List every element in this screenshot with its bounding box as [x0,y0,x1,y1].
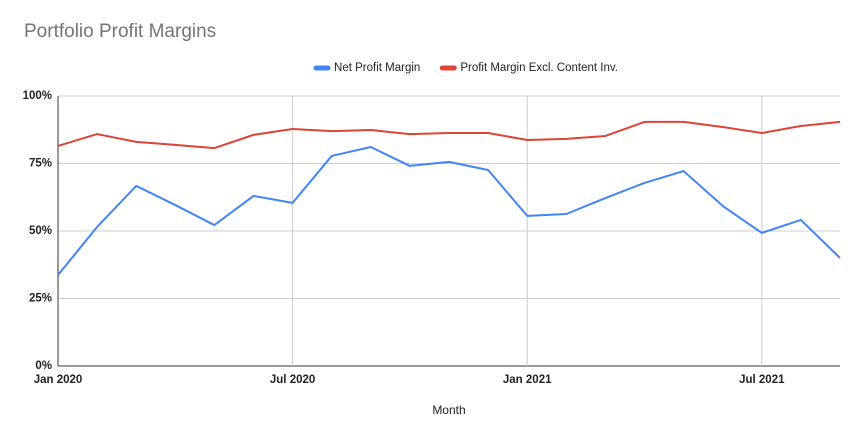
y-tick-label: 50% [29,225,52,237]
legend-label: Profit Margin Excl. Content Inv. [460,62,618,74]
x-tick-label: Jan 2020 [34,374,83,386]
y-tick-label: 75% [29,158,52,170]
x-tick-label: Jul 2020 [270,374,315,386]
series-line [57,146,841,276]
y-tick-label: 0% [35,360,52,372]
chart-title: Portfolio Profit Margins [24,21,216,42]
x-tick-label: Jan 2021 [503,374,552,386]
x-tick-label: Jul 2021 [739,374,785,386]
legend-label: Net Profit Margin [334,62,420,74]
y-tick-label: 100% [23,90,52,102]
y-tick-label: 25% [29,293,52,305]
series-line [57,120,841,150]
x-axis-label: Month [432,403,465,417]
